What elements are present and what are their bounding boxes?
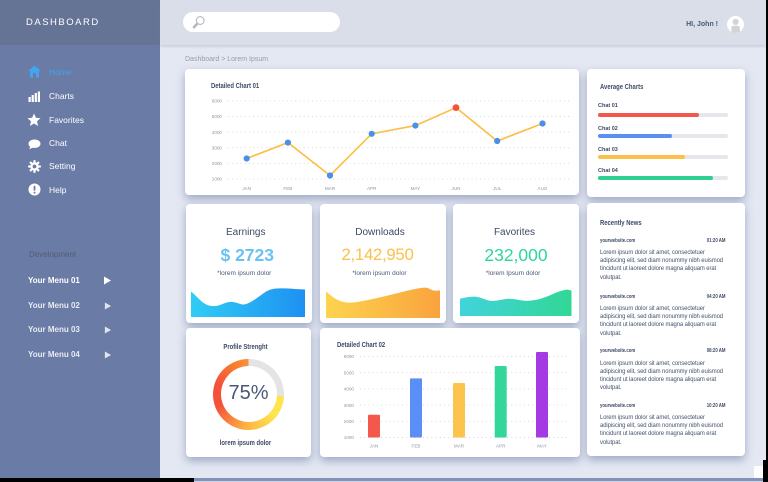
svg-text:1000: 1000: [212, 177, 223, 182]
svg-text:6000: 6000: [344, 354, 355, 359]
svg-text:4000: 4000: [212, 130, 223, 135]
svg-text:FEB: FEB: [283, 186, 292, 191]
svg-text:5000: 5000: [344, 370, 355, 375]
svg-text:5000: 5000: [212, 114, 223, 119]
svg-text:2000: 2000: [344, 419, 355, 424]
svg-text:JUN: JUN: [452, 186, 461, 191]
svg-text:1000: 1000: [344, 435, 355, 440]
svg-text:MAY: MAY: [537, 444, 547, 449]
svg-text:6000: 6000: [212, 99, 223, 104]
svg-text:MAY: MAY: [411, 186, 421, 191]
svg-text:APR: APR: [496, 444, 506, 449]
svg-text:2000: 2000: [212, 161, 223, 166]
svg-text:APR: APR: [367, 186, 377, 191]
svg-text:JAN: JAN: [242, 186, 251, 191]
svg-text:JAN: JAN: [370, 444, 379, 449]
svg-text:JUL: JUL: [493, 186, 502, 191]
svg-text:4000: 4000: [344, 387, 355, 392]
svg-text:AUG: AUG: [538, 186, 548, 191]
svg-text:MAR: MAR: [325, 186, 336, 191]
svg-text:3000: 3000: [212, 145, 223, 150]
svg-text:3000: 3000: [344, 403, 355, 408]
svg-text:MAR: MAR: [454, 444, 465, 449]
svg-text:FEB: FEB: [412, 444, 421, 449]
